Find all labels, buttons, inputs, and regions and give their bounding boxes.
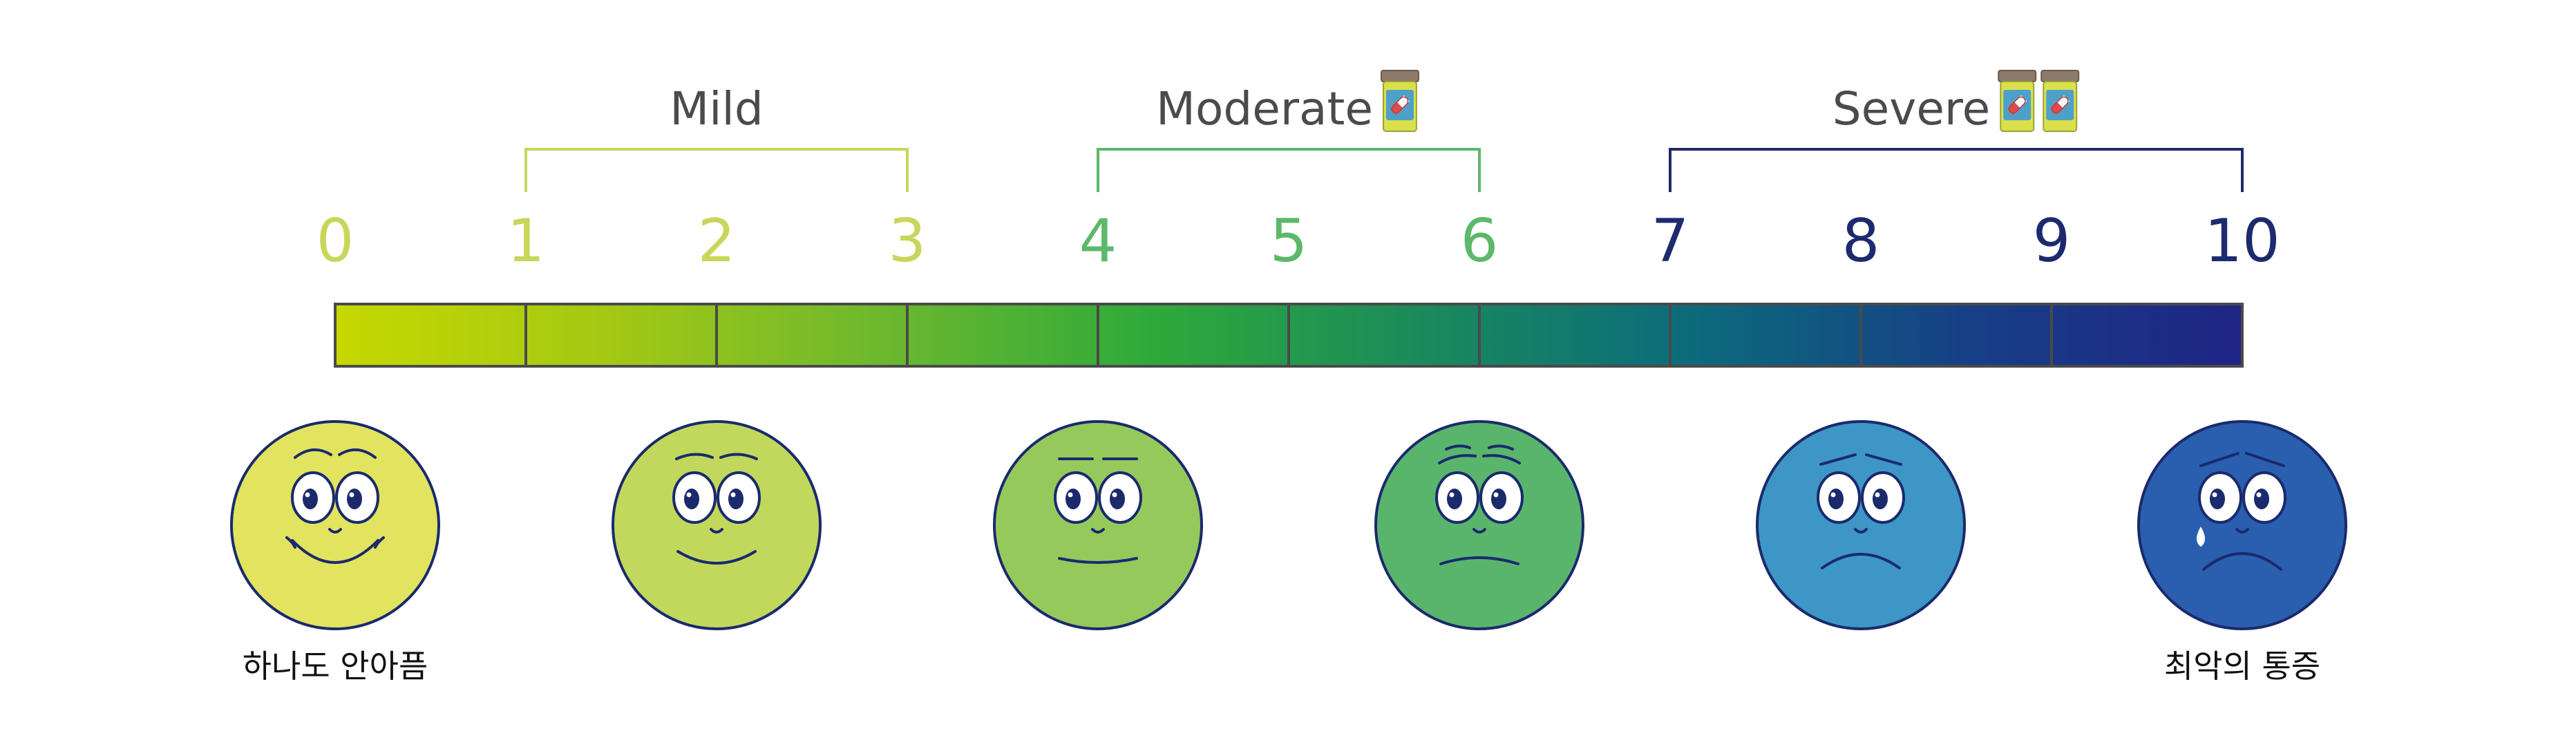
face-caption: 최악의 통증 bbox=[2164, 648, 2320, 685]
mouth bbox=[1821, 553, 1901, 569]
category-severe: Severe bbox=[1669, 70, 2244, 192]
scale-number: 10 bbox=[2204, 207, 2280, 276]
scale-number: 0 bbox=[316, 207, 354, 276]
scale-number: 4 bbox=[1079, 207, 1117, 276]
category-label: Severe bbox=[1832, 82, 1990, 135]
category-moderate: Moderate bbox=[1097, 70, 1481, 192]
face-circle bbox=[230, 420, 440, 630]
mouth bbox=[1058, 557, 1138, 564]
mouth bbox=[2202, 552, 2282, 571]
face-caption: 하나도 안아픔 bbox=[243, 648, 428, 685]
face-circle bbox=[993, 420, 1203, 630]
category-label: Mild bbox=[670, 82, 764, 135]
scale-number: 9 bbox=[2033, 207, 2071, 276]
face-slight-smile bbox=[993, 420, 1203, 630]
face-crying bbox=[2137, 420, 2347, 630]
scale-number: 1 bbox=[507, 207, 545, 276]
category-mild: Mild bbox=[524, 82, 909, 192]
tear-icon bbox=[2197, 526, 2205, 547]
mouth bbox=[676, 550, 757, 565]
face-row: 하나도 안아픔 최악의 통증 bbox=[230, 420, 2347, 685]
pill-bottle-icon bbox=[2040, 70, 2080, 132]
scale-number: 3 bbox=[889, 207, 927, 276]
scale-numbers: 0 1 2 3 4 5 6 7 8 9 10 bbox=[316, 207, 2280, 276]
face-circle bbox=[1756, 420, 1966, 630]
scale-number: 2 bbox=[698, 207, 736, 276]
pill-bottle-icon bbox=[1998, 70, 2037, 132]
scale-number: 7 bbox=[1651, 207, 1689, 276]
face-circle bbox=[1374, 420, 1584, 630]
category-brackets: Mild Moderate Severe bbox=[524, 70, 2244, 192]
scale-number: 8 bbox=[1842, 207, 1880, 276]
mouth bbox=[1439, 556, 1519, 565]
mouth bbox=[291, 539, 379, 564]
bracket-line bbox=[1669, 148, 2244, 192]
pill-bottle-icon bbox=[1380, 70, 1419, 132]
face-circle bbox=[612, 420, 822, 630]
bracket-line bbox=[1097, 148, 1481, 192]
face-happy bbox=[612, 420, 822, 630]
scale-number: 6 bbox=[1461, 207, 1499, 276]
scale-number: 5 bbox=[1270, 207, 1308, 276]
face-very-happy bbox=[230, 420, 440, 630]
category-label: Moderate bbox=[1156, 82, 1373, 135]
face-worried bbox=[1374, 420, 1584, 630]
bracket-line bbox=[524, 148, 909, 192]
face-circle bbox=[2137, 420, 2347, 630]
face-sad bbox=[1756, 420, 1966, 630]
gradient-bar bbox=[334, 303, 2244, 368]
